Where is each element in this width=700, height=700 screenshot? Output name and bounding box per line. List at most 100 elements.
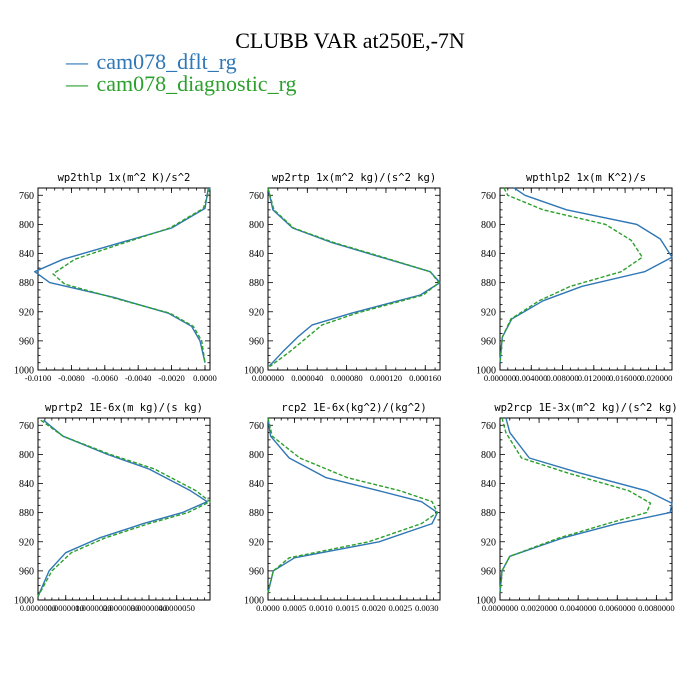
- legend: — cam078_dflt_rg — cam078_diagnostic_rg: [65, 49, 297, 96]
- legend-marker-2: —: [65, 71, 89, 96]
- series-line-1: [267, 187, 441, 367]
- y-tick-label: 920: [19, 537, 34, 548]
- series-line-1: [267, 417, 439, 593]
- legend-entry-1: — cam078_dflt_rg: [65, 49, 237, 74]
- y-tick-label: 800: [481, 220, 496, 231]
- x-tick-label: 0.000120: [370, 373, 402, 383]
- series-line-1: [34, 187, 209, 363]
- y-tick-label: 760: [19, 421, 34, 432]
- plot-frame: [499, 187, 673, 371]
- plot-frame: [499, 417, 673, 601]
- series-line-2: [267, 187, 440, 367]
- y-tick-label: 800: [19, 220, 34, 231]
- x-tick-label: 0.0020000: [521, 603, 558, 613]
- y-tick-label: 800: [249, 450, 264, 461]
- x-tick-label: -0.0080: [58, 373, 85, 383]
- x-tick-label: 0.0020: [362, 603, 386, 613]
- y-tick-label: 800: [481, 450, 496, 461]
- y-tick-label: 760: [249, 191, 264, 202]
- x-tick-label: 0.0005: [283, 603, 307, 613]
- y-tick-label: 1000: [244, 366, 264, 377]
- x-tick-label: -0.0060: [92, 373, 119, 383]
- x-tick-label: -0.0020: [158, 373, 185, 383]
- series-line-1: [37, 419, 208, 597]
- legend-label-1: cam078_dflt_rg: [97, 49, 237, 74]
- y-tick-label: 960: [481, 566, 496, 577]
- x-tick-label: 0.0060000: [599, 603, 636, 613]
- panel-5: rcp2 1E-6x(kg^2)/(kg^2) 760 800 840 880 920 96…: [244, 402, 441, 613]
- x-tick-label: 0.0000010: [47, 603, 84, 613]
- x-tick-label: 0.008000: [546, 373, 578, 383]
- x-tick-label: 0.0025: [388, 603, 412, 613]
- plot-frame: [37, 417, 211, 601]
- y-tick-label: 920: [481, 307, 496, 318]
- y-tick-label: 880: [481, 278, 496, 289]
- series-line-1: [499, 187, 673, 363]
- y-tick-label: 920: [249, 537, 264, 548]
- series-line-2: [37, 419, 211, 597]
- series-line-2: [52, 187, 211, 363]
- y-tick-label: 920: [249, 307, 264, 318]
- y-tick-label: 800: [19, 450, 34, 461]
- y-tick-label: 920: [19, 307, 34, 318]
- x-tick-label: 0.0000040: [131, 603, 168, 613]
- x-tick-label: 0.000000: [484, 373, 516, 383]
- x-tick-label: 0.0000050: [158, 603, 195, 613]
- y-tick-label: 960: [249, 336, 264, 347]
- panel-title: wp2rtp 1x(m^2 kg)/(s^2 kg): [272, 172, 436, 184]
- panels: wp2thlp 1x(m^2 K)/s^2 760 800 840 880 920 960 1…: [14, 172, 678, 613]
- plot-frame: [37, 187, 211, 371]
- legend-marker-1: —: [65, 49, 89, 74]
- plot-frame: [267, 187, 441, 371]
- y-tick-label: 840: [19, 249, 34, 260]
- y-tick-label: 880: [19, 508, 34, 519]
- panel-title: wp2rcp 1E-3x(m^2 kg)/(s^2 kg): [494, 402, 677, 414]
- y-tick-label: 760: [481, 421, 496, 432]
- y-tick-label: 840: [481, 479, 496, 490]
- x-tick-label: 0.0000: [256, 603, 280, 613]
- x-tick-label: -0.0100: [25, 373, 52, 383]
- panel-1: wp2thlp 1x(m^2 K)/s^2 760 800 840 880 920 960 1…: [14, 172, 217, 383]
- x-tick-label: -0.0040: [125, 373, 152, 383]
- x-tick-label: 0.0030: [415, 603, 439, 613]
- y-tick-label: 960: [19, 336, 34, 347]
- series-line-2: [267, 417, 439, 593]
- legend-label-2: cam078_diagnostic_rg: [97, 71, 297, 96]
- y-tick-label: 840: [249, 249, 264, 260]
- y-tick-label: 1000: [14, 596, 34, 607]
- series-line-2: [499, 187, 643, 363]
- plot-frame: [267, 417, 441, 601]
- y-tick-label: 960: [249, 566, 264, 577]
- y-tick-label: 840: [19, 479, 34, 490]
- x-tick-label: 0.0015: [336, 603, 360, 613]
- y-tick-label: 880: [481, 508, 496, 519]
- x-tick-label: 0.004000: [515, 373, 547, 383]
- y-tick-label: 760: [481, 191, 496, 202]
- x-tick-label: 0.0000: [193, 373, 217, 383]
- panel-3: wpthlp2 1x(m K^2)/s 760 800 840 880 920 960 100…: [476, 172, 673, 383]
- y-tick-label: 840: [249, 479, 264, 490]
- x-tick-label: 0.0000000: [20, 603, 57, 613]
- y-tick-label: 1000: [14, 366, 34, 377]
- figure-title: CLUBB VAR at250E,-7N: [235, 28, 465, 53]
- panel-title: rcp2 1E-6x(kg^2)/(kg^2): [281, 402, 426, 414]
- y-tick-label: 840: [481, 249, 496, 260]
- y-tick-label: 800: [249, 220, 264, 231]
- y-tick-label: 960: [19, 566, 34, 577]
- x-tick-label: 0.020000: [640, 373, 672, 383]
- y-tick-label: 760: [19, 191, 34, 202]
- y-tick-label: 880: [249, 278, 264, 289]
- y-tick-label: 880: [19, 278, 34, 289]
- y-tick-label: 1000: [244, 596, 264, 607]
- x-tick-label: 0.000000: [252, 373, 284, 383]
- x-tick-label: 0.0000020: [75, 603, 112, 613]
- series-line-2: [499, 417, 652, 593]
- y-tick-label: 920: [481, 537, 496, 548]
- x-tick-label: 0.0040000: [560, 603, 597, 613]
- x-tick-label: 0.012000: [578, 373, 610, 383]
- y-tick-label: 760: [249, 421, 264, 432]
- panel-6: wp2rcp 1E-3x(m^2 kg)/(s^2 kg) 760 800 840 88…: [476, 402, 678, 613]
- x-tick-label: 0.000160: [409, 373, 441, 383]
- x-tick-label: 0.0080000: [638, 603, 675, 613]
